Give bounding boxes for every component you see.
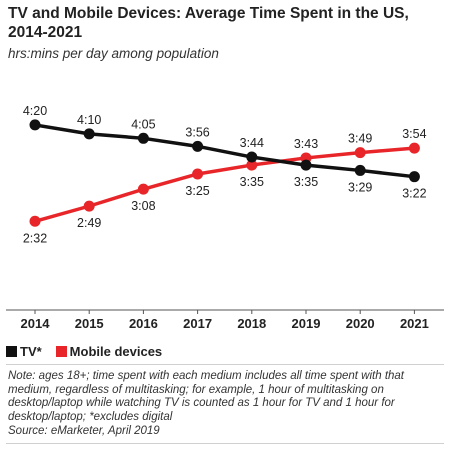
chart-source: Source: eMarketer, April 2019 bbox=[8, 425, 160, 437]
data-label-tv: 3:35 bbox=[294, 175, 318, 189]
x-tick-label: 2021 bbox=[400, 316, 429, 331]
x-tick-label: 2014 bbox=[21, 316, 51, 331]
data-point-mobile bbox=[246, 159, 258, 171]
divider bbox=[6, 443, 444, 444]
data-label-tv: 3:29 bbox=[348, 180, 372, 194]
data-label-tv: 4:20 bbox=[23, 104, 47, 118]
data-label-tv: 3:22 bbox=[402, 187, 426, 201]
data-point-tv bbox=[246, 151, 258, 163]
legend: TV* Mobile devices bbox=[6, 344, 176, 359]
legend-swatch-tv bbox=[6, 346, 17, 357]
data-label-tv: 3:44 bbox=[240, 136, 264, 150]
data-point-tv bbox=[408, 171, 420, 183]
data-label-mobile: 3:08 bbox=[131, 199, 155, 213]
data-label-mobile: 3:49 bbox=[348, 132, 372, 146]
data-label-mobile: 2:32 bbox=[23, 231, 47, 245]
data-point-mobile bbox=[408, 142, 420, 154]
data-point-tv bbox=[137, 132, 149, 144]
legend-label-mobile: Mobile devices bbox=[69, 344, 163, 359]
data-label-mobile: 3:54 bbox=[402, 127, 426, 141]
x-tick-label: 2015 bbox=[75, 316, 104, 331]
series-line-mobile bbox=[34, 146, 415, 223]
data-point-mobile bbox=[354, 147, 366, 159]
legend-item-tv: TV* bbox=[6, 344, 42, 359]
data-point-mobile bbox=[29, 215, 41, 227]
data-label-tv: 4:10 bbox=[77, 113, 101, 127]
data-point-mobile bbox=[137, 183, 149, 195]
data-label-mobile: 2:49 bbox=[77, 216, 101, 230]
chart-subtitle: hrs:mins per day among population bbox=[8, 46, 219, 61]
x-tick-label: 2016 bbox=[129, 316, 158, 331]
data-point-tv bbox=[192, 140, 204, 152]
data-point-tv bbox=[83, 128, 95, 140]
chart-title: TV and Mobile Devices: Average Time Spen… bbox=[8, 5, 409, 41]
data-label-tv: 4:05 bbox=[131, 117, 155, 131]
series-line-tv bbox=[34, 123, 415, 179]
legend-label-tv: TV* bbox=[20, 344, 42, 359]
x-tick-label: 2020 bbox=[346, 316, 375, 331]
data-point-tv bbox=[354, 164, 366, 176]
x-tick-label: 2018 bbox=[237, 316, 266, 331]
legend-item-mobile: Mobile devices bbox=[55, 344, 163, 359]
data-point-mobile bbox=[192, 168, 204, 180]
data-label-tv: 3:56 bbox=[185, 125, 209, 139]
x-tick-label: 2017 bbox=[183, 316, 212, 331]
chart-note: Note: ages 18+; time spent with each med… bbox=[8, 370, 404, 423]
data-point-mobile bbox=[83, 200, 95, 212]
legend-swatch-mobile bbox=[55, 346, 67, 357]
data-point-tv bbox=[300, 159, 312, 171]
data-label-mobile: 3:43 bbox=[294, 137, 318, 151]
data-label-mobile: 3:35 bbox=[240, 175, 264, 189]
line-chart: 2014 2015 2016 2017 2018 2019 2020 2021 4:20 4:10… bbox=[6, 104, 444, 331]
divider bbox=[6, 364, 444, 365]
data-point-tv bbox=[29, 119, 41, 131]
data-label-mobile: 3:25 bbox=[185, 184, 209, 198]
x-tick-label: 2019 bbox=[292, 316, 321, 331]
